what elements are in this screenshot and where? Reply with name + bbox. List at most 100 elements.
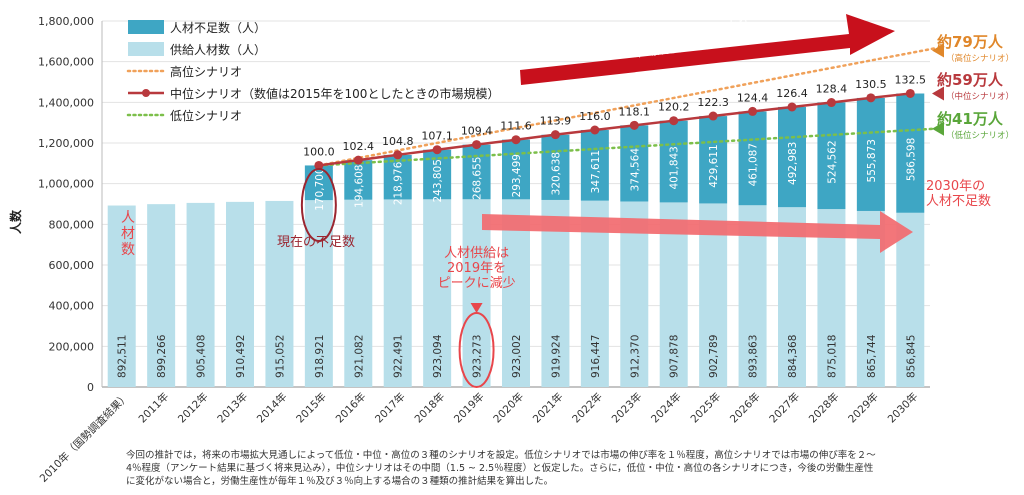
supply-bar [147,204,176,387]
shortage-2030-label: 人材不足数 [926,194,991,209]
mid-scenario-marker [629,120,639,130]
mid-index-label: 124.4 [737,91,769,104]
supply-bar [107,205,136,387]
shortage-bar [541,134,570,200]
scenario-total-label: 約41万人 [937,110,1004,128]
x-tick-label: 2022年 [569,390,605,426]
mid-index-label: 122.3 [697,96,729,109]
x-tick-label: 2019年 [451,390,487,426]
legend-label: 低位シナリオ [170,108,242,123]
x-tick-label: 2023年 [609,390,645,426]
supply-value-label: 918,921 [314,335,326,378]
supply-value-label: 912,370 [629,335,641,378]
scenario-arrow [932,121,944,136]
x-tick-label: 2020年 [491,390,527,426]
shortage-bar [699,116,728,204]
shortage-bar [620,125,649,202]
x-tick-label: 2026年 [727,390,763,426]
supply-value-label: 910,492 [235,335,247,378]
supply-value-label: 923,094 [432,334,444,378]
shortage-bar [502,139,530,200]
supply-value-label: 892,511 [117,335,129,378]
scenario-name-label: （低位シナリオ） [946,130,1014,141]
y-axis-annotation: 数 [121,242,135,258]
mid-index-label: 111.6 [500,120,532,133]
legend-swatch [128,42,164,56]
shortage-value-label: 374,564 [629,148,641,192]
x-tick-label: 2011年 [136,390,172,426]
legend-swatch-marker [142,89,150,97]
mid-scenario-marker [472,140,482,150]
supply-value-label: 923,273 [472,335,484,378]
y-axis-label: 人数 [8,209,23,234]
mid-scenario-marker [393,150,403,160]
mid-scenario-marker [590,125,600,135]
shortage-bar [778,106,806,208]
supply-peak-circle [458,312,495,388]
x-tick-label: 2025年 [688,390,724,426]
mid-index-label: 126.4 [776,87,808,100]
mid-index-label: 107.1 [421,130,453,143]
shortage-2030-label: 2030年の [926,179,985,194]
mid-index-label: 118.1 [619,105,651,118]
y-tick-label: 600,000 [49,259,95,272]
shortage-bar [580,129,609,201]
supply-value-label: 865,744 [866,334,878,378]
shortage-value-label: 218,976 [393,161,405,205]
mid-scenario-marker [748,106,758,116]
shortage-bar [304,165,333,201]
mid-scenario-marker [353,155,363,165]
mid-scenario-marker [511,135,521,145]
mid-scenario-line [318,92,911,167]
supply-value-label: 884,368 [787,335,799,378]
mid-scenario-marker [905,88,915,98]
current-shortage-circle [300,168,337,242]
x-tick-label: 2013年 [215,390,251,426]
y-tick-label: 1,000,000 [38,178,94,191]
scenario-arrow [932,43,944,58]
low-scenario-line [317,127,936,167]
shortage-bar [738,111,767,206]
x-tick-label: 2012年 [175,390,211,426]
scenario-total-label: 約79万人 [937,33,1004,51]
supply-bar [186,202,215,387]
mid-index-label: 109.4 [461,125,493,138]
shortage-value-label: 268,655 [472,157,484,200]
legend-swatch [128,20,164,34]
legend-label: 供給人材数（人） [170,42,266,57]
mid-index-label: 120.2 [658,101,690,114]
footnote-line: 4％程度（アンケート結果に基づく将来見込み），中位シナリオはその中間（1.5 ~… [126,463,874,474]
supply-bar [462,199,491,387]
legend-label: 高位シナリオ [170,64,242,79]
shortage-value-label: 293,499 [511,154,523,197]
supply-value-label: 916,447 [590,335,602,378]
shortage-value-label: 524,562 [826,140,838,183]
mid-scenario-marker [866,93,876,103]
supply-value-label: 905,408 [196,335,208,378]
mid-scenario-marker [787,102,797,112]
mid-scenario-marker [432,145,442,155]
y-axis-annotation: 材 [121,226,135,242]
supply-value-label: 899,266 [156,334,168,378]
shortage-value-label: 461,087 [748,143,760,186]
y-tick-label: 1,200,000 [38,137,94,150]
mid-index-label: 132.5 [895,73,927,86]
shortage-bar [462,144,491,200]
scenario-total-label: 約59万人 [937,71,1004,89]
mid-index-label: 100.0 [303,145,335,158]
x-tick-label: 2015年 [293,390,329,426]
x-tick-label: 2021年 [530,390,566,426]
shortage-bar [856,97,885,211]
y-tick-label: 1,600,000 [38,56,94,69]
y-tick-label: 1,800,000 [38,15,94,28]
mid-scenario-marker [708,111,718,121]
supply-value-label: 893,863 [748,335,760,378]
footnote-line: に変化がない場合と，労働生産性が毎年１％及び３％向上する場合の３種類の推計結果を… [126,476,554,487]
mid-index-label: 113.9 [540,115,572,128]
mid-index-label: 104.8 [382,135,414,148]
mid-index-label: 130.5 [855,78,887,91]
supply-bar [383,199,412,387]
mid-scenario-marker [550,130,560,140]
market-growth-arrow [520,14,895,85]
supply-peak-label: 人材供給は [444,246,509,261]
